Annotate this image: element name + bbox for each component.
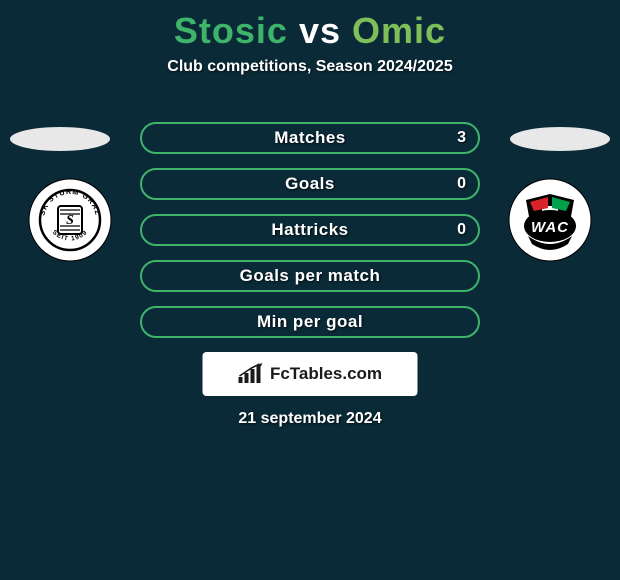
stat-row-min-per-goal: Min per goal	[140, 306, 480, 338]
subtitle: Club competitions, Season 2024/2025	[0, 58, 620, 76]
stat-rows: Matches 3 Goals 0 Hattricks 0 Goals per …	[140, 122, 480, 352]
svg-text:WAC: WAC	[531, 219, 569, 236]
stat-label: Min per goal	[257, 312, 363, 332]
stat-row-hattricks: Hattricks 0	[140, 214, 480, 246]
stat-row-matches: Matches 3	[140, 122, 480, 154]
club-badge-left-icon: SK STURM GRAZ SEIT 1909 S	[28, 178, 112, 262]
branding-badge: FcTables.com	[203, 352, 418, 396]
title-vs: vs	[299, 10, 341, 51]
stat-label: Matches	[274, 128, 346, 148]
title-player-right: Omic	[352, 10, 446, 51]
date-stamp: 21 september 2024	[0, 410, 620, 428]
bar-chart-icon	[238, 363, 264, 385]
player-photo-right-placeholder	[510, 127, 610, 151]
stat-row-goals-per-match: Goals per match	[140, 260, 480, 292]
club-badge-left: SK STURM GRAZ SEIT 1909 S	[28, 178, 112, 262]
stat-label: Hattricks	[271, 220, 348, 240]
branding-text: FcTables.com	[270, 364, 382, 384]
title-player-left: Stosic	[174, 10, 288, 51]
player-photo-left-placeholder	[10, 127, 110, 151]
stat-right-value: 3	[457, 129, 466, 147]
stat-right-value: 0	[457, 221, 466, 239]
stat-label: Goals per match	[240, 266, 381, 286]
svg-text:S: S	[66, 213, 74, 228]
club-badge-right-icon: WAC	[508, 178, 592, 262]
club-badge-right: WAC	[508, 178, 592, 262]
stat-right-value: 0	[457, 175, 466, 193]
stat-label: Goals	[285, 174, 335, 194]
stat-row-goals: Goals 0	[140, 168, 480, 200]
